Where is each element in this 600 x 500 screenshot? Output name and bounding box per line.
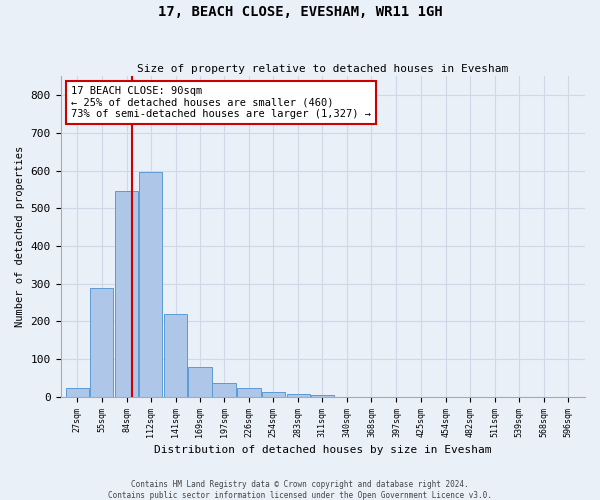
Bar <box>311 394 334 397</box>
Text: Contains HM Land Registry data © Crown copyright and database right 2024.
Contai: Contains HM Land Registry data © Crown c… <box>108 480 492 500</box>
Bar <box>90 288 113 397</box>
Bar <box>212 382 236 397</box>
Bar <box>164 314 187 397</box>
Bar <box>115 192 138 397</box>
Bar <box>287 394 310 397</box>
Title: Size of property relative to detached houses in Evesham: Size of property relative to detached ho… <box>137 64 508 74</box>
Bar <box>139 172 163 397</box>
Bar <box>238 388 260 397</box>
X-axis label: Distribution of detached houses by size in Evesham: Distribution of detached houses by size … <box>154 445 491 455</box>
Bar <box>262 392 285 397</box>
Bar <box>66 388 89 397</box>
Bar <box>188 367 212 397</box>
Text: 17 BEACH CLOSE: 90sqm
← 25% of detached houses are smaller (460)
73% of semi-det: 17 BEACH CLOSE: 90sqm ← 25% of detached … <box>71 86 371 119</box>
Text: 17, BEACH CLOSE, EVESHAM, WR11 1GH: 17, BEACH CLOSE, EVESHAM, WR11 1GH <box>158 5 442 19</box>
Y-axis label: Number of detached properties: Number of detached properties <box>15 146 25 327</box>
